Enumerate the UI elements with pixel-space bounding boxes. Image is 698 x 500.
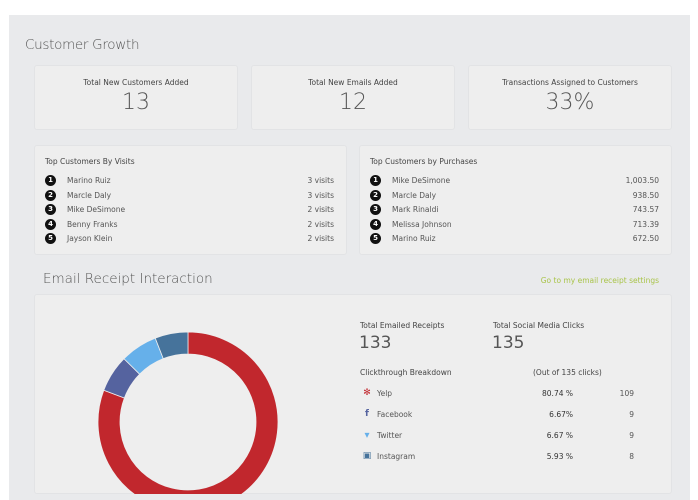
donut-slice-instagram[interactable]: [154, 331, 189, 360]
top-customers-by-visits: Top Customers By Visits 1 Marino Ruiz 3 vi…: [34, 145, 347, 255]
clickthrough-row-twitter: ▾ Twitter 6.67 % 9: [362, 430, 642, 444]
top-customers-by-purchases: Top Customers by Purchases 1 Mike DeSimon…: [359, 145, 672, 255]
customer-value: 3 visits: [307, 176, 334, 185]
clickthrough-row-yelp: ✻ Yelp 80.74 % 109: [362, 388, 642, 402]
email-receipt-card: [34, 294, 672, 494]
stat-label: Total New Emails Added: [308, 78, 398, 87]
customer-growth-title: Customer Growth: [25, 37, 140, 53]
network-name: Instagram: [377, 452, 416, 461]
customer-name: Marcle Daly: [67, 190, 112, 200]
rank-badge: 5: [45, 233, 56, 244]
customer-name: Benny Franks: [67, 219, 118, 229]
twitter-icon: ▾: [364, 430, 370, 441]
stat-label: Transactions Assigned to Customers: [502, 78, 638, 87]
rank-badge: 4: [45, 218, 56, 230]
rank-badge: 5: [370, 233, 381, 244]
stat-label: Total New Customers Added: [83, 78, 189, 87]
stat-value: 12: [339, 90, 367, 115]
total-emailed-value: 133: [359, 333, 392, 353]
customer-value: 2 visits: [307, 234, 334, 243]
out-of-clicks-label: (Out of 135 clicks): [533, 368, 602, 377]
instagram-icon: ▣: [362, 451, 372, 461]
network-name: Facebook: [377, 410, 413, 419]
network-percent: 80.74 %: [542, 389, 573, 398]
donut-slice-yelp[interactable]: [97, 331, 279, 494]
stat-value: 13: [122, 90, 150, 115]
clickthrough-row-instagram: ▣ Instagram 5.93 % 8: [362, 451, 642, 465]
rank-badge: 4: [370, 218, 381, 230]
customer-name: Mike DeSimone: [67, 205, 126, 214]
network-name: Yelp: [377, 389, 393, 398]
customer-value: 743.57: [632, 205, 659, 214]
list-item: 4 Melissa Johnson 713.39: [370, 218, 659, 231]
network-count: 9: [629, 431, 634, 440]
customer-name: Marcle Daly: [392, 190, 437, 200]
list-item: 3 Mark Rinaldi 743.57: [370, 204, 659, 216]
list-item: 2 Marcle Daly 3 visits: [45, 189, 334, 202]
stat-card-transactions-assigned: Transactions Assigned to Customers 33%: [468, 65, 672, 130]
rank-badge: 3: [370, 204, 381, 215]
list-item: 1 Marino Ruiz 3 visits: [45, 175, 334, 187]
network-count: 9: [629, 410, 634, 419]
clickthrough-row-facebook: f Facebook 6.67% 9: [362, 409, 642, 423]
list-item: 3 Mike DeSimone 2 visits: [45, 204, 334, 216]
customer-value: 1,003.50: [625, 176, 659, 185]
network-name: Twitter: [377, 431, 403, 440]
network-count: 109: [619, 389, 634, 398]
customer-name: Marino Ruiz: [392, 234, 436, 243]
facebook-icon: f: [365, 409, 369, 419]
yelp-icon: ✻: [363, 388, 371, 398]
rank-badge: 1: [370, 175, 381, 186]
clickthrough-breakdown-label: Clickthrough Breakdown: [360, 368, 452, 377]
stat-card-new-customers: Total New Customers Added 13: [34, 65, 238, 130]
total-emailed-label: Total Emailed Receipts: [360, 321, 445, 330]
email-receipt-settings-link[interactable]: Go to my email receipt settings: [540, 276, 659, 285]
customer-name: Marino Ruiz: [67, 176, 111, 185]
rank-badge: 2: [45, 189, 56, 201]
rank-badge: 3: [45, 204, 56, 215]
customer-name: Mark Rinaldi: [392, 205, 439, 214]
list-item: 1 Mike DeSimone 1,003.50: [370, 175, 659, 187]
network-count: 8: [629, 452, 634, 461]
customer-name: Jayson Klein: [67, 234, 113, 243]
total-social-label: Total Social Media Clicks: [493, 321, 585, 330]
customer-value: 2 visits: [307, 219, 334, 229]
network-percent: 6.67%: [549, 410, 573, 419]
customer-value: 672.50: [632, 234, 659, 243]
list-title: Top Customers by Purchases: [370, 157, 478, 166]
list-item: 5 Jayson Klein 2 visits: [45, 233, 334, 245]
rank-badge: 2: [370, 189, 381, 201]
list-item: 2 Marcle Daly 938.50: [370, 189, 659, 202]
customer-name: Melissa Johnson: [392, 219, 452, 229]
email-receipt-title: Email Receipt Interaction: [43, 271, 213, 287]
list-item: 4 Benny Franks 2 visits: [45, 218, 334, 231]
stat-value: 33%: [545, 90, 595, 115]
customer-name: Mike DeSimone: [392, 176, 451, 185]
network-percent: 5.93 %: [546, 452, 573, 461]
stat-card-new-emails: Total New Emails Added 12: [251, 65, 455, 130]
rank-badge: 1: [45, 175, 56, 186]
customer-value: 3 visits: [307, 190, 334, 200]
clickthrough-donut-chart: [97, 331, 279, 494]
list-item: 5 Marino Ruiz 672.50: [370, 233, 659, 245]
customer-value: 2 visits: [307, 205, 334, 214]
total-social-value: 135: [492, 333, 525, 353]
customer-value: 713.39: [632, 219, 659, 229]
network-percent: 6.67 %: [546, 431, 573, 440]
list-title: Top Customers By Visits: [45, 157, 135, 166]
customer-value: 938.50: [632, 190, 659, 200]
